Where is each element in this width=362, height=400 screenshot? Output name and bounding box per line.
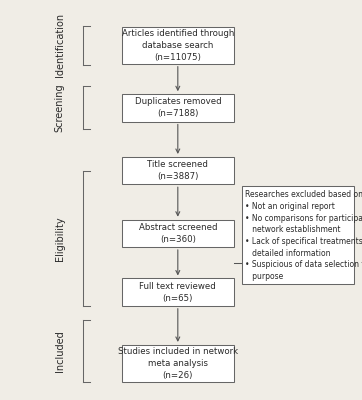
FancyBboxPatch shape [122,26,234,64]
Text: Title screened
(n=3887): Title screened (n=3887) [147,160,208,181]
FancyBboxPatch shape [242,186,354,284]
FancyBboxPatch shape [122,94,234,122]
Text: Full text reviewed
(n=65): Full text reviewed (n=65) [139,282,216,303]
Text: Articles identified through
database search
(n=11075): Articles identified through database sea… [122,28,234,62]
FancyBboxPatch shape [122,220,234,247]
FancyBboxPatch shape [122,345,234,382]
Text: Included: Included [55,330,64,372]
Text: Eligibility: Eligibility [55,216,64,260]
FancyBboxPatch shape [122,278,234,306]
Text: Researches excluded based on (n=39):
• Not an original report
• No comparisons f: Researches excluded based on (n=39): • N… [245,190,362,281]
FancyBboxPatch shape [122,157,234,184]
Text: Duplicates removed
(n=7188): Duplicates removed (n=7188) [135,97,221,118]
Text: Studies included in network
meta analysis
(n=26): Studies included in network meta analysi… [118,347,238,380]
Text: Screening: Screening [55,84,64,132]
Text: Abstract screened
(n=360): Abstract screened (n=360) [139,223,217,244]
Text: Identification: Identification [55,13,64,77]
